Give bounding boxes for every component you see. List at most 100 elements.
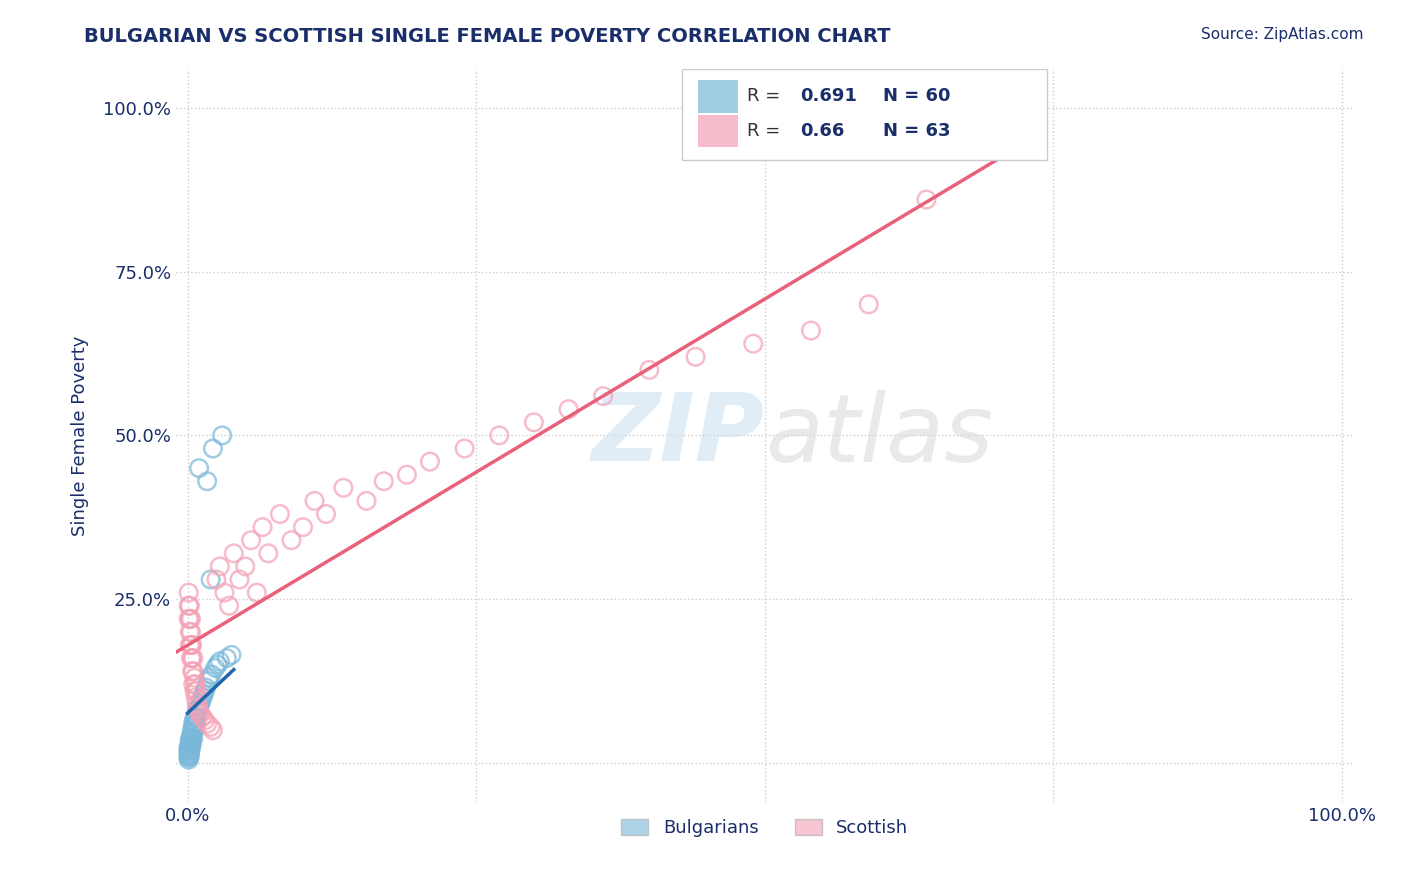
Y-axis label: Single Female Poverty: Single Female Poverty [72,335,89,535]
Text: N = 63: N = 63 [883,122,950,140]
Point [179,638,201,652]
Text: ZIP: ZIP [592,390,765,482]
Point [638,363,661,377]
Point [183,684,205,698]
Point [280,533,302,548]
Point [179,749,201,764]
Point [181,665,204,679]
Point [195,716,218,731]
Text: Source: ZipAtlas.com: Source: ZipAtlas.com [1201,27,1364,42]
Point [252,520,274,534]
Point [186,710,208,724]
Point [187,704,209,718]
FancyBboxPatch shape [697,80,738,112]
Point [181,736,204,750]
Point [177,612,200,626]
Point [246,585,269,599]
Point [194,684,217,698]
Point [183,711,205,725]
Point [181,677,204,691]
Point [180,651,202,665]
Point [592,389,614,403]
Point [205,573,228,587]
Point [181,722,204,736]
Text: BULGARIAN VS SCOTTISH SINGLE FEMALE POVERTY CORRELATION CHART: BULGARIAN VS SCOTTISH SINGLE FEMALE POVE… [84,27,891,45]
Text: 0.691: 0.691 [800,87,858,105]
Point [269,507,291,521]
Legend: Bulgarians, Scottish: Bulgarians, Scottish [614,812,915,845]
Point [181,638,204,652]
Point [194,714,217,728]
Text: N = 60: N = 60 [883,87,950,105]
Point [180,624,202,639]
Point [177,739,200,754]
Point [188,706,211,721]
Point [191,690,214,705]
Point [177,599,200,613]
Point [179,736,201,750]
Point [291,520,314,534]
Point [187,700,209,714]
Point [180,731,202,745]
Point [184,716,207,731]
Point [180,738,202,752]
Point [188,704,211,718]
Point [200,573,222,587]
Point [523,415,546,429]
Point [211,428,233,442]
Point [208,559,231,574]
Point [186,704,208,718]
Point [215,651,238,665]
Point [180,735,202,749]
Text: 0.66: 0.66 [800,122,845,140]
Point [181,651,204,665]
Point [332,481,354,495]
Point [198,671,221,685]
Point [419,454,441,468]
Point [193,687,215,701]
Point [180,612,202,626]
Point [742,336,765,351]
Point [373,475,395,489]
Point [207,657,229,672]
Point [240,533,263,548]
Point [184,710,207,724]
Point [304,494,326,508]
Point [181,665,204,679]
Point [233,559,256,574]
Point [557,402,579,417]
Point [183,723,205,738]
FancyBboxPatch shape [682,69,1047,161]
Point [177,750,200,764]
Point [177,743,200,757]
Point [181,731,204,745]
Point [177,746,200,760]
Point [222,546,245,560]
Point [453,442,475,456]
Point [201,723,224,738]
Point [179,744,201,758]
Point [179,732,201,747]
Point [179,599,201,613]
Point [488,428,510,442]
Point [858,101,880,115]
Point [221,648,243,662]
Point [180,741,202,756]
Point [257,546,280,560]
Point [195,475,218,489]
Point [179,739,201,753]
Point [685,350,707,364]
Point [204,661,226,675]
Point [200,720,222,734]
Point [800,324,823,338]
Point [218,599,240,613]
Point [180,638,202,652]
Point [180,728,202,742]
Point [177,741,200,756]
Point [179,612,201,626]
Point [184,677,207,691]
Point [179,741,201,756]
Point [177,749,200,764]
Point [179,747,201,761]
Point [197,674,219,689]
